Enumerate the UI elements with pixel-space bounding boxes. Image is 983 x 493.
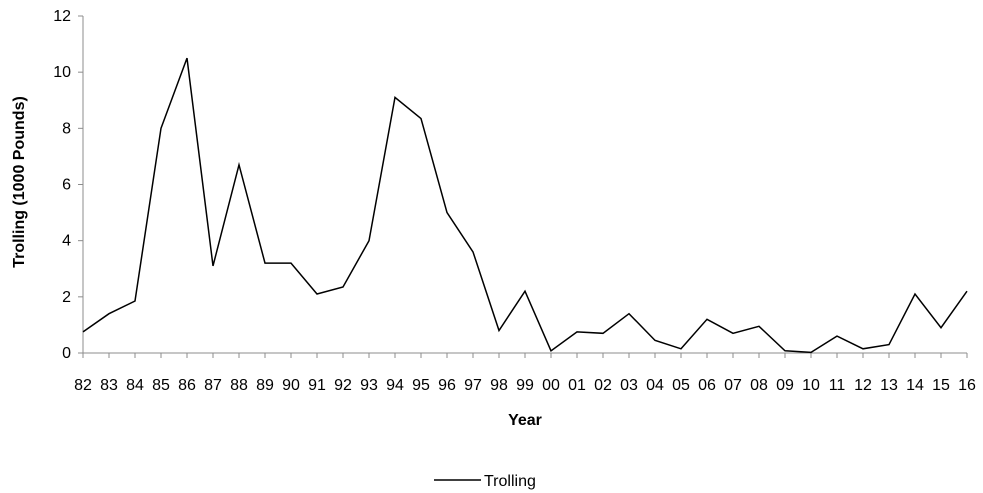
x-tick-label: 83 [100,377,118,394]
x-tick-label: 96 [438,377,456,394]
x-tick-label: 00 [542,377,560,394]
y-tick-label: 6 [62,177,71,194]
x-tick-label: 95 [412,377,430,394]
x-tick-label: 86 [178,377,196,394]
x-axis-ticks: 82 83 84 85 86 87 88 89 90 91 92 93 94 95 96 97 98 99 00 01… [74,353,976,394]
series-line-trolling [82,57,968,354]
x-tick-label: 03 [620,377,638,394]
x-tick-label: 87 [204,377,222,394]
x-tick-label: 16 [958,377,976,394]
series-layer [82,57,968,354]
x-tick-label: 85 [152,377,170,394]
x-tick-label: 14 [906,377,924,394]
x-tick-label: 09 [776,377,794,394]
y-tick-label: 10 [53,64,71,81]
x-tick-label: 06 [698,377,716,394]
x-tick-label: 04 [646,377,664,394]
legend: Trolling [434,473,536,490]
x-tick-label: 02 [594,377,612,394]
y-tick-label: 8 [62,120,71,137]
x-tick-label: 88 [230,377,248,394]
x-axis-title: Year [508,412,542,429]
x-tick-label: 94 [386,377,404,394]
x-tick-label: 89 [256,377,274,394]
x-tick-label: 07 [724,377,742,394]
x-tick-label: 12 [854,377,872,394]
y-axis-title: Trolling (1000 Pounds) [11,96,28,268]
x-tick-label: 84 [126,377,144,394]
y-tick-label: 4 [62,233,71,250]
y-tick-label: 12 [53,8,71,25]
x-tick-label: 01 [568,377,586,394]
y-tick-label: 0 [62,345,71,362]
y-axis-ticks: 0 2 4 6 8 10 12 [53,8,83,362]
x-tick-label: 91 [308,377,326,394]
x-tick-label: 97 [464,377,482,394]
x-tick-label: 05 [672,377,690,394]
x-tick-label: 92 [334,377,352,394]
x-tick-label: 99 [516,377,534,394]
x-tick-label: 93 [360,377,378,394]
x-tick-label: 08 [750,377,768,394]
x-tick-label: 82 [74,377,92,394]
x-tick-label: 15 [932,377,950,394]
x-tick-label: 90 [282,377,300,394]
y-tick-label: 2 [62,289,71,306]
x-tick-label: 11 [829,377,846,394]
x-tick-label: 98 [490,377,508,394]
x-tick-label: 10 [802,377,820,394]
legend-label-trolling: Trolling [484,473,536,490]
x-tick-label: 13 [880,377,898,394]
axes [82,16,967,354]
